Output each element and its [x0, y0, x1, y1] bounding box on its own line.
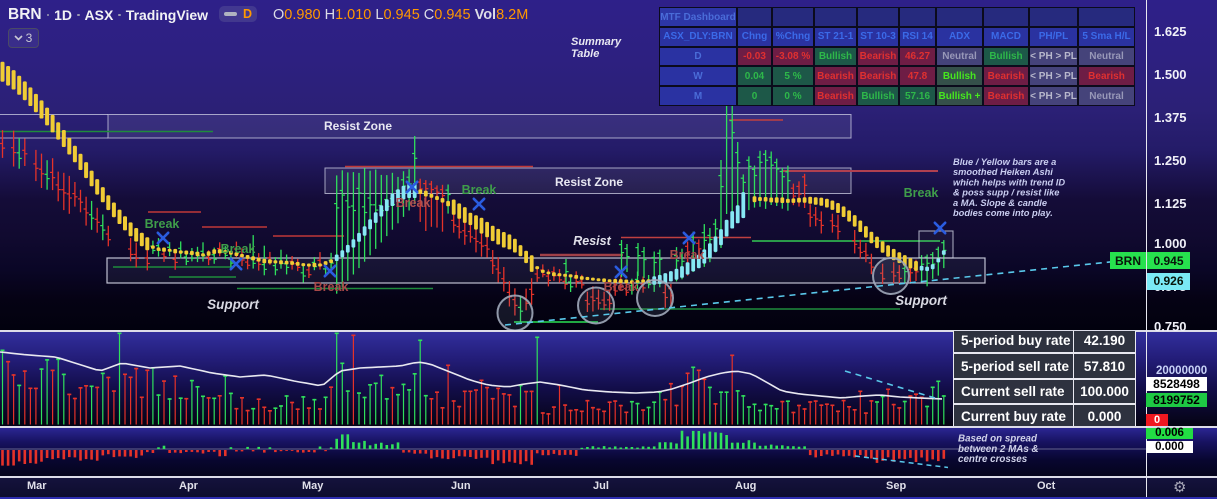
svg-text:smoothed Heiken Ashi: smoothed Heiken Ashi [953, 167, 1053, 177]
svg-text:Resist Zone: Resist Zone [324, 119, 392, 133]
svg-text:Break: Break [604, 280, 639, 294]
svg-text:Table: Table [571, 48, 599, 60]
svg-text:Resist: Resist [573, 234, 611, 248]
svg-text:Blue / Yellow bars are a: Blue / Yellow bars are a [953, 157, 1056, 167]
svg-text:which helps with trend ID: which helps with trend ID [953, 177, 1065, 187]
svg-text:Summary: Summary [571, 36, 622, 48]
svg-text:Break: Break [221, 242, 256, 256]
svg-text:centre crosses: centre crosses [958, 454, 1028, 465]
svg-text:Break: Break [670, 248, 705, 262]
svg-text:Support: Support [895, 293, 947, 308]
svg-text:Support: Support [207, 297, 259, 312]
svg-text:Break: Break [904, 186, 939, 200]
svg-text:Break: Break [314, 280, 349, 294]
svg-text:Break: Break [145, 217, 180, 231]
svg-text:Break: Break [462, 183, 497, 197]
svg-text:Resist Zone: Resist Zone [555, 175, 623, 189]
svg-text:& poss supp / resist like: & poss supp / resist like [953, 188, 1059, 198]
svg-text:a MA. Slope & candle: a MA. Slope & candle [953, 198, 1047, 208]
svg-text:Based on spread: Based on spread [958, 434, 1038, 445]
svg-text:Break: Break [396, 196, 431, 210]
svg-text:between 2 MAs &: between 2 MAs & [958, 444, 1039, 455]
svg-text:bodies come into play.: bodies come into play. [953, 208, 1053, 218]
